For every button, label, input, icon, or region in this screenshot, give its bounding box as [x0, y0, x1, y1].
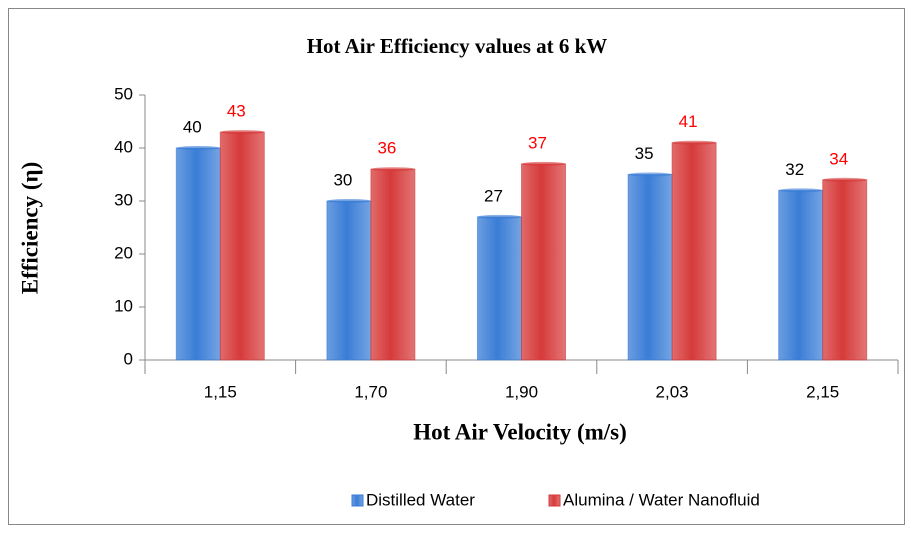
bar	[175, 147, 221, 361]
bar-top	[778, 188, 823, 193]
bar-top	[220, 130, 265, 135]
legend-swatch	[548, 494, 561, 507]
legend-label: Distilled Water	[366, 490, 475, 509]
bar	[778, 189, 824, 361]
y-tick-label: 50	[114, 84, 133, 103]
data-label: 34	[829, 149, 848, 168]
y-axis-label: Efficiency (η)	[17, 162, 42, 295]
y-tick-label: 0	[124, 349, 133, 368]
data-label: 27	[484, 186, 503, 205]
bar	[822, 179, 868, 361]
bar-top	[628, 172, 673, 177]
x-tick-label: 2,03	[656, 382, 689, 401]
data-label: 43	[227, 102, 246, 121]
bar-top	[370, 167, 415, 172]
bar-top	[477, 214, 522, 219]
data-label: 30	[333, 170, 352, 189]
bar-top	[822, 177, 867, 182]
bar	[477, 216, 522, 361]
bar	[326, 200, 372, 361]
data-label: 36	[377, 139, 396, 158]
data-label: 32	[785, 160, 804, 179]
x-axis-label: Hot Air Velocity (m/s)	[413, 419, 627, 444]
y-tick-label: 20	[114, 243, 133, 262]
bar	[627, 174, 673, 361]
x-tick-label: 1,70	[354, 382, 387, 401]
bar-top	[672, 140, 717, 145]
y-tick-label: 10	[114, 296, 133, 315]
x-tick-label: 1,15	[204, 382, 237, 401]
chart-border	[8, 8, 905, 525]
chart-title: Hot Air Efficiency values at 6 kW	[307, 34, 608, 58]
x-tick-label: 1,90	[505, 382, 538, 401]
bar	[671, 142, 717, 361]
legend-swatch	[351, 494, 364, 507]
data-label: 40	[183, 117, 202, 136]
bar	[370, 168, 416, 361]
bar	[219, 131, 265, 361]
bar	[521, 163, 566, 361]
bar-top	[176, 146, 221, 150]
data-label: 41	[679, 112, 698, 131]
y-tick-label: 40	[114, 137, 133, 156]
data-label: 37	[528, 133, 547, 152]
x-tick-label: 2,15	[806, 382, 839, 401]
legend-label: Alumina / Water Nanofluid	[563, 490, 760, 509]
bar-top	[326, 199, 371, 203]
y-tick-label: 30	[114, 190, 133, 209]
data-label: 35	[635, 144, 654, 163]
bar-top	[521, 161, 566, 166]
